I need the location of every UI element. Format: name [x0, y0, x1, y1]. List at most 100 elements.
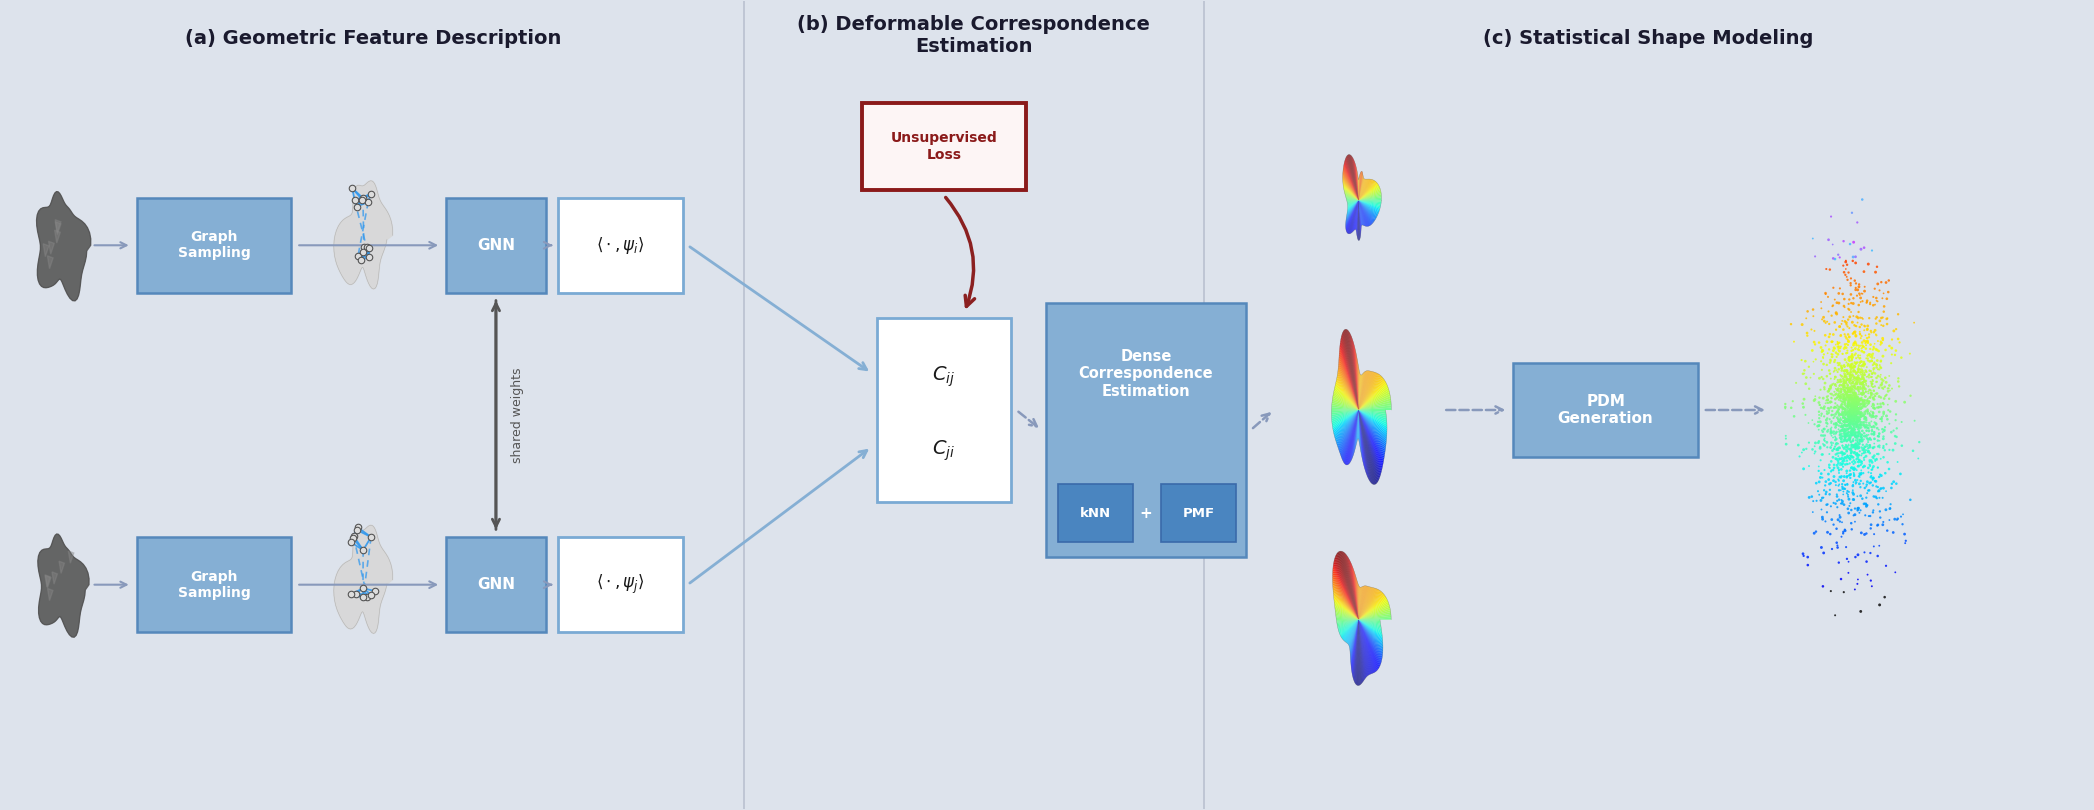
Point — [1841, 411, 1874, 424]
Point — [1834, 416, 1868, 428]
Point — [1853, 432, 1887, 445]
Point — [1845, 401, 1878, 414]
Point — [1813, 401, 1847, 414]
Point — [1847, 427, 1880, 440]
Point — [1822, 385, 1855, 398]
Polygon shape — [1349, 155, 1359, 200]
Point — [1845, 394, 1878, 407]
FancyBboxPatch shape — [136, 537, 291, 632]
Point — [1839, 427, 1872, 440]
Point — [1790, 326, 1824, 339]
Point — [1841, 316, 1874, 329]
Polygon shape — [1359, 371, 1372, 410]
Polygon shape — [1359, 200, 1372, 224]
Point — [1830, 377, 1864, 390]
Point — [1828, 394, 1862, 407]
Polygon shape — [1351, 620, 1359, 669]
Point — [1851, 421, 1885, 434]
Point — [1839, 441, 1872, 454]
Point — [1843, 471, 1876, 484]
Point — [1843, 426, 1876, 439]
Point — [1841, 573, 1874, 586]
Point — [1830, 332, 1864, 345]
Point — [1836, 389, 1870, 402]
Point — [1843, 376, 1876, 389]
Point — [1832, 419, 1866, 432]
Point — [1828, 425, 1862, 438]
Point — [1845, 393, 1878, 406]
Point — [1828, 454, 1862, 467]
Point — [1841, 414, 1874, 427]
Point — [1843, 349, 1876, 362]
Point — [1828, 450, 1862, 463]
Point — [1830, 320, 1864, 333]
Polygon shape — [1359, 410, 1376, 484]
Point — [1853, 522, 1887, 535]
Point — [1839, 318, 1872, 331]
Point — [1832, 398, 1866, 411]
Point — [1841, 416, 1874, 429]
Point — [1818, 470, 1851, 483]
Point — [1830, 273, 1864, 286]
Point — [1876, 475, 1910, 488]
Point — [1832, 409, 1866, 422]
Point — [1824, 453, 1857, 466]
Polygon shape — [1349, 200, 1359, 234]
Point — [1834, 431, 1868, 444]
Point — [1845, 330, 1878, 343]
Polygon shape — [1338, 363, 1359, 410]
Point — [1832, 457, 1866, 470]
Point — [1830, 406, 1864, 419]
Point — [1847, 381, 1880, 394]
Point — [1845, 407, 1878, 420]
Point — [335, 536, 369, 549]
Point — [1803, 396, 1836, 409]
Point — [1855, 454, 1889, 467]
Point — [1828, 315, 1862, 328]
Point — [1799, 250, 1832, 263]
Point — [1841, 412, 1874, 425]
Point — [1830, 454, 1864, 467]
Point — [1843, 339, 1876, 352]
Point — [1868, 444, 1901, 457]
Point — [1883, 375, 1916, 388]
Point — [1830, 391, 1864, 404]
Point — [1822, 379, 1855, 392]
Polygon shape — [1342, 410, 1359, 459]
Polygon shape — [1359, 200, 1361, 226]
Point — [1847, 382, 1880, 394]
Point — [1851, 428, 1885, 441]
Point — [1855, 506, 1889, 519]
Polygon shape — [1359, 620, 1367, 677]
Polygon shape — [1336, 381, 1359, 410]
Polygon shape — [1340, 620, 1359, 636]
Point — [1826, 390, 1859, 403]
Point — [1857, 410, 1891, 423]
Polygon shape — [1344, 186, 1359, 200]
Polygon shape — [1359, 200, 1365, 226]
Point — [1849, 400, 1883, 413]
Point — [1841, 396, 1874, 409]
Point — [1832, 426, 1866, 439]
Point — [1815, 543, 1849, 556]
Point — [1870, 413, 1903, 426]
Point — [1836, 420, 1870, 433]
Point — [1868, 287, 1901, 300]
Point — [1830, 428, 1864, 441]
Point — [1832, 386, 1866, 399]
Polygon shape — [1346, 620, 1359, 643]
Point — [1864, 482, 1897, 495]
Point — [1843, 413, 1876, 426]
Polygon shape — [1359, 371, 1369, 410]
Point — [1841, 400, 1874, 413]
Point — [1859, 343, 1893, 356]
Point — [1834, 373, 1868, 386]
Point — [1836, 414, 1870, 427]
Point — [1832, 414, 1866, 427]
Point — [1862, 434, 1895, 447]
Point — [1828, 358, 1862, 371]
Point — [1830, 373, 1864, 386]
Polygon shape — [1332, 410, 1359, 426]
Point — [1824, 471, 1857, 484]
Point — [1876, 526, 1910, 539]
